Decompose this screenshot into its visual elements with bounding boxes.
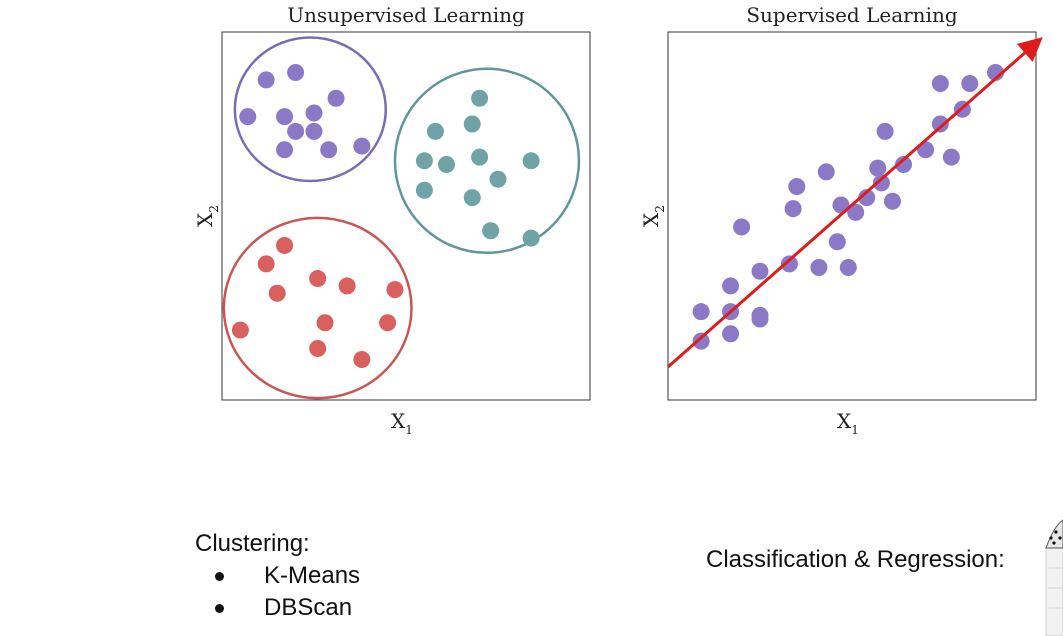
data-point — [338, 277, 356, 295]
data-point — [817, 163, 835, 181]
data-point — [722, 325, 740, 343]
supervised-chart: Supervised Learning X1 X2 — [639, 3, 1043, 437]
data-point — [257, 255, 275, 273]
data-point — [415, 152, 433, 170]
data-point — [931, 75, 949, 93]
data-point — [471, 148, 489, 166]
data-point — [463, 189, 481, 207]
list-item: DBScan — [195, 592, 360, 624]
data-points — [692, 63, 1005, 350]
data-point — [839, 259, 857, 277]
data-point — [482, 222, 500, 240]
data-point — [828, 233, 846, 251]
data-point — [788, 178, 806, 196]
data-point — [751, 262, 769, 280]
data-point — [257, 71, 275, 89]
data-point — [751, 310, 769, 328]
data-point — [327, 89, 345, 107]
chart-title: Unsupervised Learning — [287, 3, 525, 27]
data-point — [463, 115, 481, 133]
data-point — [426, 122, 444, 140]
data-point — [810, 259, 828, 277]
x-axis-label: X1 — [837, 409, 859, 437]
data-point — [276, 108, 294, 126]
data-point — [784, 200, 802, 218]
unsupervised-chart: Unsupervised Learning X1 X2 — [193, 3, 591, 437]
data-point — [276, 141, 294, 159]
data-point — [287, 122, 305, 140]
data-point — [379, 314, 397, 332]
data-point — [780, 255, 798, 273]
data-point — [268, 284, 286, 302]
classification-title: Classification & Regression: — [706, 546, 1005, 573]
x-axis-label: X1 — [391, 409, 413, 437]
data-point — [231, 321, 249, 339]
data-point — [309, 270, 327, 288]
data-point — [876, 122, 894, 140]
clustering-list: K-Means DBScan — [195, 560, 360, 624]
data-point — [692, 303, 710, 321]
data-point — [309, 339, 327, 357]
plot-frame — [221, 31, 591, 401]
cluster-circle — [393, 67, 581, 255]
data-point — [961, 75, 979, 93]
cluster-circle — [222, 216, 413, 400]
data-point — [239, 108, 257, 126]
data-point — [692, 332, 710, 350]
cluster-circles — [222, 36, 581, 400]
data-point — [883, 192, 901, 210]
data-point — [287, 63, 305, 81]
regression-arrow — [667, 37, 1043, 369]
data-point — [276, 236, 294, 254]
data-point — [489, 170, 507, 188]
data-point — [872, 174, 890, 192]
data-point — [305, 104, 323, 122]
dotted-shape-icon — [1045, 519, 1063, 636]
data-point — [471, 89, 489, 107]
data-point — [415, 181, 433, 199]
chart-title: Supervised Learning — [746, 3, 957, 27]
data-point — [522, 152, 540, 170]
data-point — [305, 122, 323, 140]
data-point — [353, 137, 371, 155]
data-point — [522, 229, 540, 247]
clustering-title: Clustering: — [195, 530, 310, 557]
y-axis-label: X2 — [193, 205, 221, 227]
data-point — [733, 218, 751, 236]
plot-frame — [667, 31, 1037, 401]
data-point — [895, 155, 913, 173]
data-point — [316, 314, 334, 332]
data-points — [231, 63, 540, 369]
cluster-circle — [233, 36, 388, 183]
data-point — [858, 189, 876, 207]
clustering-notes: Clustering: K-Means DBScan — [195, 528, 360, 624]
data-point — [437, 155, 455, 173]
data-point — [722, 277, 740, 295]
data-point — [320, 141, 338, 159]
data-point — [931, 115, 949, 133]
list-item: K-Means — [195, 560, 360, 592]
trend-arrow — [667, 37, 1043, 369]
data-point — [869, 159, 887, 177]
data-point — [353, 351, 371, 369]
data-point — [847, 203, 865, 221]
data-point — [942, 148, 960, 166]
data-point — [386, 281, 404, 299]
y-axis-label: X2 — [639, 205, 667, 227]
